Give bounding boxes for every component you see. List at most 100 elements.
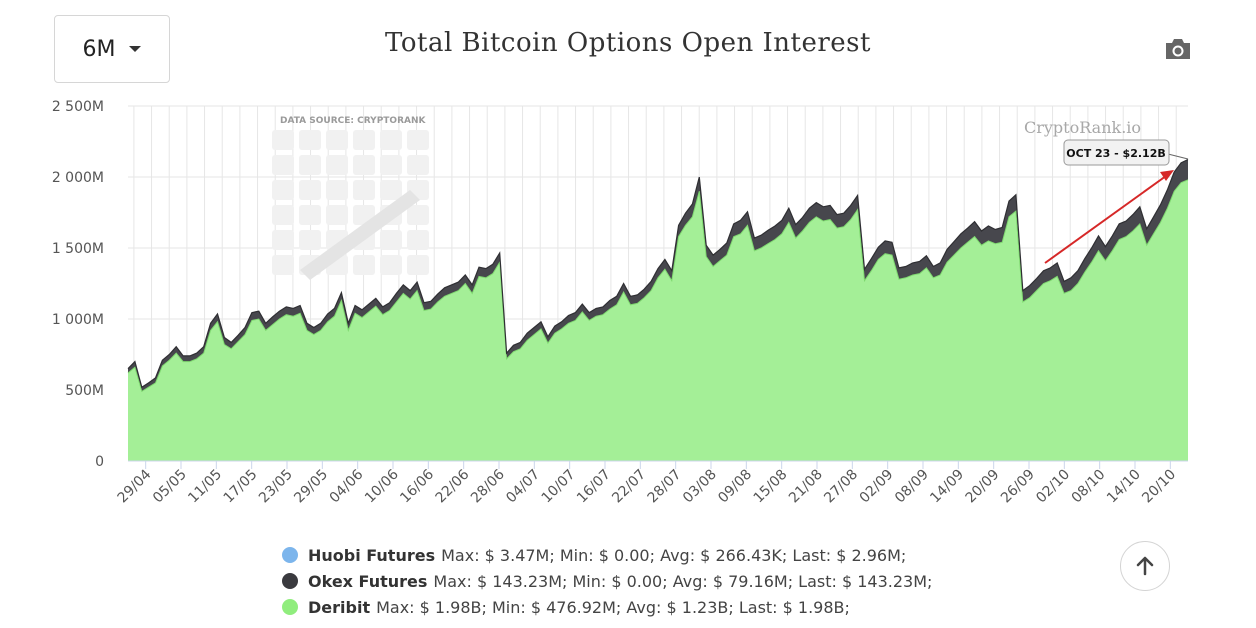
watermark-tile [299,155,321,175]
watermark-tile [353,155,375,175]
y-tick-label: 1 000M [52,312,104,328]
series-area-okex-futures [128,159,1188,392]
watermark-tile [326,155,348,175]
scroll-top-button[interactable] [1120,541,1170,591]
x-tick-label: 20/09 [963,467,1003,507]
watermark-tile [407,155,429,175]
brand-watermark: CryptoRank.io [1024,118,1141,137]
watermark-tile [299,230,321,250]
x-tick-label: 05/05 [150,467,190,507]
x-tick-label: 28/07 [645,467,685,507]
area-series [127,158,1189,462]
cryptorank-logo-icon [272,130,429,280]
watermark-slash [300,190,420,280]
range-selector[interactable]: 6M [54,15,170,83]
legend-stats: Max: $ 3.47M; Min: $ 0.00; Avg: $ 266.43… [441,545,907,565]
x-tick-label: 16/07 [574,467,614,507]
legend-dot-icon [282,573,298,589]
range-selector-label: 6M [82,36,116,62]
watermark-tile [353,130,375,150]
arrow-up-icon [1136,556,1154,576]
watermark-tile [380,180,402,200]
watermark-tile [272,180,294,200]
x-tick-label: 03/08 [680,467,720,507]
arrow-head-icon [1160,170,1174,181]
x-tick-label: 22/07 [609,467,649,507]
x-tick-label: 17/05 [221,467,261,507]
x-tick-label: 27/08 [821,467,861,507]
watermark-tile [380,130,402,150]
x-tick-label: 14/09 [927,467,967,507]
series-line-okex-futures [127,158,1189,389]
watermark-tile [380,255,402,275]
x-tick-label: 22/06 [433,466,473,506]
camera-icon[interactable] [1164,36,1192,62]
watermark-tile [380,230,402,250]
legend-dot-icon [282,599,298,615]
x-tick-label: 08/10 [1069,467,1109,507]
x-tick-label: 20/10 [1139,467,1179,507]
x-tick-label: 11/05 [185,467,225,507]
annotations: OCT 23 - $2.12B [1044,139,1189,264]
x-tick-label: 08/09 [892,467,932,507]
series-line-deribit [127,179,1189,393]
watermark-tile [272,205,294,225]
watermark-tile [407,205,429,225]
watermark-tile [353,255,375,275]
legend-stats: Max: $ 143.23M; Min: $ 0.00; Avg: $ 79.1… [433,571,933,591]
y-tick-label: 2 500M [52,99,104,115]
watermark-tile [407,130,429,150]
x-tick-label: 10/07 [539,467,579,507]
y-tick-label: 500M [65,383,104,399]
legend-name: Huobi Futures [308,545,436,565]
x-tick-label: 29/05 [291,467,331,507]
y-tick-label: 0 [95,454,104,470]
x-tick-label: 16/06 [397,466,437,506]
x-tick-label: 02/10 [1033,467,1073,507]
callout-label: OCT 23 - $2.12B [1066,147,1165,160]
legend-name: Okex Futures [308,571,428,591]
legend-item-okex-futures[interactable]: Okex Futures Max: $ 143.23M; Min: $ 0.00… [282,568,932,594]
legend: Huobi Futures Max: $ 3.47M; Min: $ 0.00;… [282,542,932,620]
chevron-down-icon [129,46,142,52]
x-tick-label: 29/04 [115,466,155,506]
watermark-tile [380,155,402,175]
watermark-tile [299,205,321,225]
watermark-tile [272,255,294,275]
watermark-tile [299,180,321,200]
x-tick-label: 09/08 [715,467,755,507]
data-source-label: DATA SOURCE: CRYPTORANK [280,116,427,126]
legend-stats: Max: $ 1.98B; Min: $ 476.92M; Avg: $ 1.2… [376,597,850,617]
watermark-tile [326,205,348,225]
legend-name: Deribit [308,597,371,617]
watermark-tile [272,130,294,150]
x-tick-label: 21/08 [786,467,826,507]
x-tick-label: 26/09 [998,467,1038,507]
x-tick-label: 15/08 [751,467,791,507]
trend-arrow-line [1044,175,1167,264]
watermark-tile [326,180,348,200]
y-axis: 0 500M 1 000M 1 500M 2 000M 2 500M [52,99,104,470]
legend-dot-icon [282,547,298,563]
legend-item-deribit[interactable]: Deribit Max: $ 1.98B; Min: $ 476.92M; Av… [282,594,932,620]
watermark-tile [272,230,294,250]
watermark-tile [299,130,321,150]
x-tick-label: 02/09 [857,467,897,507]
callout-box [1063,139,1170,166]
x-tick-label: 23/05 [256,467,296,507]
legend-item-huobi-futures[interactable]: Huobi Futures Max: $ 3.47M; Min: $ 0.00;… [282,542,932,568]
y-tick-label: 1 500M [52,241,104,257]
series-area-deribit [128,179,1188,462]
watermark-tile [407,230,429,250]
x-tick-label: 10/06 [362,466,402,506]
y-tick-label: 2 000M [52,170,104,186]
chart-title: Total Bitcoin Options Open Interest [385,28,871,58]
x-tick-label: 28/06 [468,466,508,506]
watermark-tile [353,180,375,200]
watermark: DATA SOURCE: CRYPTORANK CryptoRank.io [272,116,1141,280]
x-tick-label: 04/06 [327,466,367,506]
watermark-tile [272,155,294,175]
x-tick-label: 14/10 [1104,467,1144,507]
chart-canvas: DATA SOURCE: CRYPTORANK CryptoRank.io 05… [52,99,1189,507]
watermark-tile [326,130,348,150]
